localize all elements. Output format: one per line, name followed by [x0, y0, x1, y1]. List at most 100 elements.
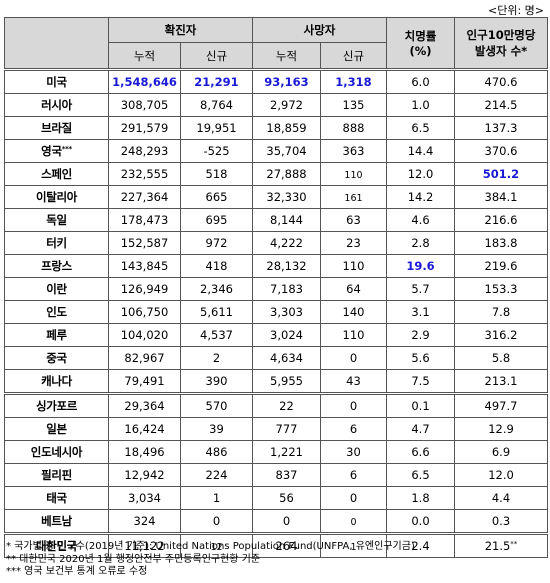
- country-name: 필리핀: [41, 468, 72, 482]
- country-name: 터키: [46, 236, 67, 250]
- confirmed-new-cell: -525: [180, 139, 253, 163]
- deaths-new-value: 110: [342, 259, 365, 273]
- country-cell: 캐나다: [4, 369, 109, 394]
- confirmed-new-cell: 4,537: [180, 323, 253, 347]
- deaths-new-cell: 1: [320, 532, 387, 558]
- fatality-rate-value: 12.0: [407, 167, 434, 181]
- confirmed-cumulative-value: 12,942: [124, 468, 165, 482]
- confirmed-cumulative-cell: 143,845: [108, 254, 181, 278]
- fatality-rate-value: 5.7: [411, 282, 430, 296]
- confirmed-cumulative-cell: 16,424: [108, 417, 181, 441]
- per-100k-value: 6.9: [491, 445, 511, 459]
- fatality-rate-cell: 6.5: [386, 463, 455, 487]
- confirmed-new-value: 39: [209, 422, 224, 436]
- confirmed-cumulative-cell: 248,293: [108, 139, 181, 163]
- country-name: 이란: [46, 282, 67, 296]
- per-100k-value: 316.2: [484, 328, 518, 342]
- fatality-rate-cell: 1.8: [386, 486, 455, 510]
- fatality-rate-cell: 19.6: [386, 254, 455, 278]
- fatality-rate-cell: 12.0: [386, 162, 455, 186]
- deaths-new-cell: 0: [320, 346, 387, 370]
- deaths-new-cell: 110: [320, 254, 387, 278]
- table-row: 중국 82,967 2 4,634 0 5.6 5.8: [4, 346, 548, 370]
- fatality-rate-value: 7.5: [411, 374, 430, 388]
- deaths-new-value: 1: [350, 542, 357, 553]
- fatality-rate-value: 2.8: [411, 236, 430, 250]
- country-cell: 브라질: [4, 116, 109, 140]
- fatality-rate-cell: 5.7: [386, 277, 455, 301]
- confirmed-new-value: 224: [205, 468, 228, 482]
- confirmed-cumulative-value: 1,548,646: [112, 75, 177, 89]
- per-100k-cell: 137.3: [454, 116, 548, 140]
- header-per-100k: 인구10만명당 발생자 수*: [454, 17, 548, 70]
- deaths-cumulative-cell: 3,024: [252, 323, 321, 347]
- fatality-rate-cell: 14.4: [386, 139, 455, 163]
- confirmed-new-value: 418: [205, 259, 228, 273]
- confirmed-cumulative-value: 232,555: [120, 167, 169, 181]
- country-cell: 이란: [4, 277, 109, 301]
- deaths-new-cell: 161: [320, 185, 387, 209]
- confirmed-new-value: 8,764: [200, 98, 233, 112]
- deaths-cumulative-cell: 35,704: [252, 139, 321, 163]
- confirmed-new-value: 2,346: [200, 282, 233, 296]
- per-100k-value: 213.1: [484, 374, 518, 388]
- deaths-cumulative-value: 3,024: [270, 328, 303, 342]
- deaths-cumulative-value: 32,330: [266, 190, 307, 204]
- per-100k-value: 0.3: [491, 514, 511, 528]
- deaths-new-value: 1,318: [335, 75, 372, 89]
- confirmed-cumulative-value: 248,293: [120, 144, 169, 158]
- table-row: 페루 104,020 4,537 3,024 110 2.9 316.2: [4, 323, 548, 347]
- per-100k-cell: 216.6: [454, 208, 548, 232]
- per-100k-value: 12.9: [488, 422, 514, 436]
- deaths-cumulative-cell: 4,222: [252, 231, 321, 255]
- deaths-cumulative-cell: 27,888: [252, 162, 321, 186]
- per-100k-value: 153.3: [484, 282, 518, 296]
- country-cell: 스페인: [4, 162, 109, 186]
- confirmed-new-value: 5,611: [200, 305, 233, 319]
- deaths-cumulative-cell: 2,972: [252, 93, 321, 117]
- per-100k-value: 384.1: [484, 190, 518, 204]
- confirmed-cumulative-value: 29,364: [124, 399, 165, 413]
- country-cell: 인도: [4, 300, 109, 324]
- confirmed-new-cell: 8,764: [180, 93, 253, 117]
- per-100k-value: 4.4: [491, 491, 511, 505]
- country-name: 브라질: [41, 121, 72, 135]
- fatality-rate-cell: 2.9: [386, 323, 455, 347]
- country-name: 중국: [46, 351, 67, 365]
- country-name: 프랑스: [41, 259, 72, 273]
- fatality-rate-value: 2.9: [411, 328, 430, 342]
- country-cell: 터키: [4, 231, 109, 255]
- table-row: 영국*** 248,293 -525 35,704 363 14.4 370.6: [4, 139, 548, 163]
- deaths-new-cell: 64: [320, 277, 387, 301]
- per100k-line2: 발생자 수*: [474, 44, 528, 58]
- unit-label: <단위: 명>: [488, 4, 544, 17]
- confirmed-cumulative-cell: 308,705: [108, 93, 181, 117]
- confirmed-new-cell: 39: [180, 417, 253, 441]
- deaths-new-value: 888: [342, 121, 365, 135]
- confirmed-cumulative-value: 324: [133, 514, 156, 528]
- country-name: 미국: [46, 75, 67, 89]
- fatality-rate-value: 6.5: [411, 468, 430, 482]
- table-row: 캐나다 79,491 390 5,955 43 7.5 213.1: [4, 369, 548, 394]
- confirmed-cumulative-cell: 126,949: [108, 277, 181, 301]
- deaths-new-cell: 23: [320, 231, 387, 255]
- country-name: 인도: [46, 305, 67, 319]
- footnotes: * 국가별 총 인구수(2019년 기준): United Nations Po…: [6, 541, 415, 579]
- fatality-rate-value: 19.6: [406, 259, 435, 273]
- header-deaths: 사망자: [252, 17, 387, 43]
- country-name: 캐나다: [41, 374, 72, 388]
- confirmed-cumulative-value: 143,845: [120, 259, 169, 273]
- deaths-cumulative-cell: 1,221: [252, 440, 321, 464]
- deaths-new-value: 0: [350, 517, 357, 528]
- fatality-rate-value: 3.1: [411, 305, 430, 319]
- deaths-cumulative-value: 264: [275, 539, 298, 553]
- confirmed-new-cell: 0: [180, 509, 253, 534]
- table-body: 미국 1,548,646 21,291 93,163 1,318 6.0 470.6 러시아 3…: [4, 68, 548, 558]
- confirmed-new-cell: 518: [180, 162, 253, 186]
- per-100k-value: 137.3: [484, 121, 518, 135]
- per-100k-cell: 219.6: [454, 254, 548, 278]
- deaths-cumulative-value: 35,704: [266, 144, 307, 158]
- confirmed-cumulative-cell: 291,579: [108, 116, 181, 140]
- confirmed-new-value: 695: [205, 213, 228, 227]
- deaths-new-value: 6: [349, 422, 358, 436]
